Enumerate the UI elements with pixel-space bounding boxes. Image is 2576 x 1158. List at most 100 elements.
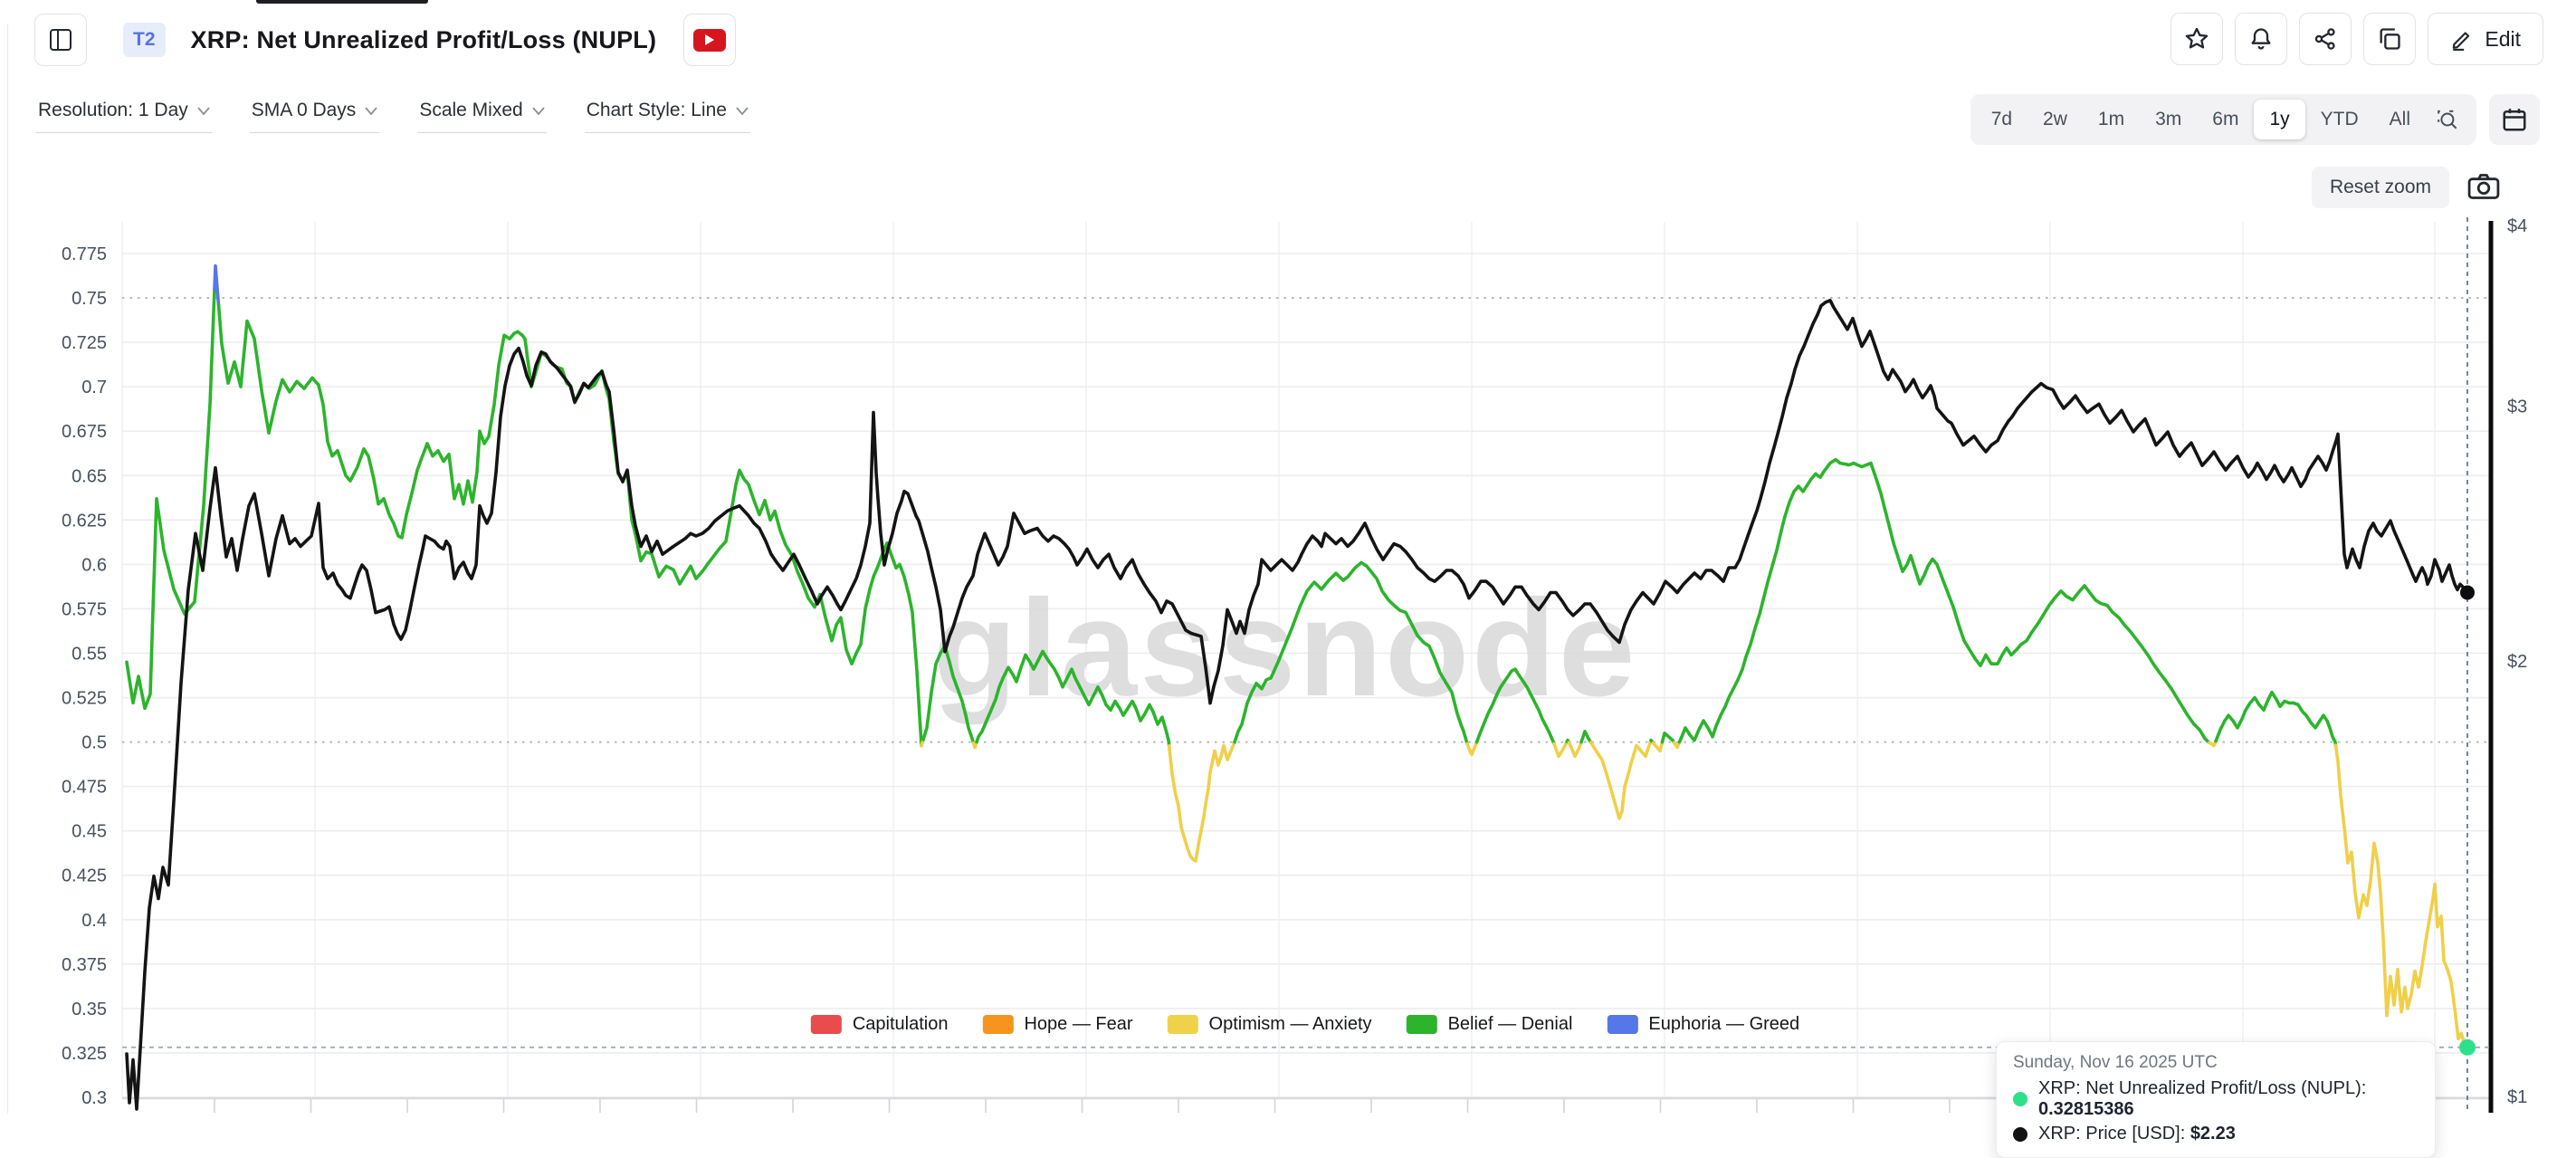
right-axis-tick-label: $4	[2507, 216, 2527, 236]
header-actions: Edit	[2171, 13, 2543, 65]
nupl-line-segment	[1677, 457, 2211, 745]
nupl-line-segment	[213, 263, 221, 307]
copy-icon	[2380, 28, 2401, 50]
edit-button[interactable]: Edit	[2428, 13, 2543, 65]
range-option-all[interactable]: All	[2389, 109, 2410, 129]
t2-badge[interactable]: T2	[123, 23, 166, 57]
sidebar-toggle-button[interactable]	[34, 14, 87, 66]
chevron-down-icon	[365, 106, 377, 115]
left-axis-tick-label: 0.575	[62, 599, 107, 619]
legend-label: Optimism — Anxiety	[1208, 1014, 1372, 1034]
chart-style-dropdown-label: Chart Style: Line	[586, 100, 727, 120]
range-option-7d[interactable]: 7d	[1990, 109, 2013, 129]
range-option-ytd[interactable]: YTD	[2320, 109, 2359, 129]
chart-style-dropdown[interactable]: Chart Style: Line	[584, 96, 750, 133]
left-axis-tick-label: 0.775	[62, 244, 107, 264]
legend-item[interactable]: Optimism — Anxiety	[1167, 1014, 1372, 1035]
nupl-line-segment	[971, 740, 978, 750]
price-current-dot	[2460, 585, 2475, 600]
left-axis-tick-label: 0.425	[62, 866, 107, 886]
copy-button[interactable]	[2363, 13, 2417, 65]
nupl-line-segment	[2214, 690, 2338, 748]
chart-legend: Capitulation Hope — Fear Optimism — Anxiet…	[810, 1014, 1799, 1035]
legend-swatch	[1406, 1015, 1437, 1034]
tooltip-price-value: $2.23	[2190, 1124, 2236, 1144]
legend-item[interactable]: Euphoria — Greed	[1607, 1014, 1799, 1035]
header: T2 XRP: Net Unrealized Profit/Loss (NUPL…	[34, 13, 737, 67]
legend-label: Euphoria — Greed	[1648, 1014, 1800, 1034]
left-axis-tick-label: 0.525	[62, 689, 107, 709]
legend-label: Capitulation	[852, 1014, 949, 1034]
page-left-border	[7, 24, 8, 1114]
browser-tab-strip	[256, 0, 428, 4]
share-icon	[2315, 28, 2335, 50]
nupl-chart[interactable]: 0.775 0.75 0.725 0.7 0.675 0.65 0.625 0.6 0.575 0…	[0, 0, 2576, 1114]
nupl-line-segment	[921, 644, 976, 745]
left-axis-tick-label: 0.6	[81, 555, 107, 575]
legend-item[interactable]: Hope — Fear	[982, 1014, 1133, 1035]
price-line	[125, 298, 2469, 1111]
legend-label: Belief — Denial	[1447, 1014, 1573, 1034]
left-axis-tick-label: 0.325	[62, 1044, 107, 1064]
left-axis-tick-label: 0.725	[62, 333, 107, 353]
alert-button[interactable]	[2235, 13, 2288, 65]
range-selector: 7d 2w 1m 3m 6m 1y YTD All	[1970, 94, 2476, 145]
range-cluster: 7d 2w 1m 3m 6m 1y YTD All	[1970, 94, 2540, 145]
left-axis-tick-label: 0.3	[81, 1088, 107, 1108]
chart-controls: Resolution: 1 Day SMA 0 Days Scale Mixed…	[36, 96, 750, 133]
share-button[interactable]	[2299, 13, 2352, 65]
camera-icon	[2467, 174, 2500, 199]
bell-icon	[2251, 28, 2271, 50]
page-title: XRP: Net Unrealized Profit/Loss (NUPL)	[190, 25, 657, 53]
scale-dropdown[interactable]: Scale Mixed	[417, 96, 547, 133]
sidebar-toggle-icon	[50, 29, 72, 51]
price-series-dot	[2013, 1126, 2027, 1142]
nupl-line-segment	[2208, 739, 2218, 748]
calendar-button[interactable]	[2489, 94, 2540, 145]
nupl-line-segment	[1651, 740, 1665, 753]
youtube-button[interactable]	[683, 14, 737, 66]
legend-item[interactable]: Capitulation	[810, 1014, 949, 1035]
legend-swatch	[1167, 1015, 1198, 1034]
left-axis-tick-label: 0.45	[72, 822, 107, 842]
nupl-line-segment	[1465, 740, 1479, 757]
reset-zoom-button[interactable]: Reset zoom	[2311, 167, 2449, 208]
nupl-line-segment	[975, 649, 1171, 748]
chevron-down-icon	[736, 106, 749, 115]
legend-swatch	[1607, 1015, 1638, 1034]
zoom-area-icon[interactable]	[2437, 108, 2460, 131]
pencil-icon	[2453, 32, 2470, 51]
left-axis-tick-label: 0.675	[62, 422, 107, 442]
left-axis-tick-label: 0.65	[72, 466, 107, 486]
range-option-1y[interactable]: 1y	[2254, 100, 2305, 139]
nupl-series-dot	[2013, 1092, 2027, 1106]
range-option-1m[interactable]: 1m	[2097, 109, 2125, 129]
tooltip-date: Sunday, Nov 16 2025 UTC	[2013, 1053, 2218, 1072]
nupl-line-segment	[1589, 738, 1653, 820]
left-axis-tick-label: 0.75	[72, 289, 107, 309]
snapshot-button[interactable]	[2467, 172, 2500, 206]
right-axis-tick-label: $1	[2507, 1087, 2527, 1107]
favorite-button[interactable]	[2171, 13, 2224, 65]
nupl-line-segment	[1672, 740, 1682, 750]
tooltip-row-nupl: XRP: Net Unrealized Profit/Loss (NUPL): …	[2013, 1078, 2419, 1120]
legend-item[interactable]: Belief — Denial	[1406, 1014, 1573, 1035]
left-axis-tick-label: 0.475	[62, 778, 107, 798]
left-axis-tick-label: 0.625	[62, 511, 107, 531]
calendar-icon	[2503, 109, 2526, 131]
range-option-3m[interactable]: 3m	[2155, 109, 2182, 129]
sma-dropdown[interactable]: SMA 0 Days	[249, 96, 380, 133]
youtube-icon	[693, 28, 727, 52]
range-option-6m[interactable]: 6m	[2212, 109, 2239, 129]
right-axis-tick-label: $2	[2507, 652, 2527, 672]
resolution-dropdown[interactable]: Resolution: 1 Day	[36, 96, 212, 133]
chart-tooltip: Sunday, Nov 16 2025 UTC XRP: Net Unreali…	[1996, 1041, 2436, 1158]
chevron-down-icon	[197, 106, 210, 115]
legend-swatch	[982, 1015, 1014, 1034]
tooltip-price-text: XRP: Price [USD]: $2.23	[2038, 1124, 2236, 1144]
tooltip-row-price: XRP: Price [USD]: $2.23	[2013, 1124, 2419, 1144]
nupl-current-dot	[2459, 1038, 2476, 1056]
nupl-line-segment	[1579, 729, 1593, 745]
nupl-line-segment	[125, 287, 216, 711]
range-option-2w[interactable]: 2w	[2043, 109, 2067, 129]
